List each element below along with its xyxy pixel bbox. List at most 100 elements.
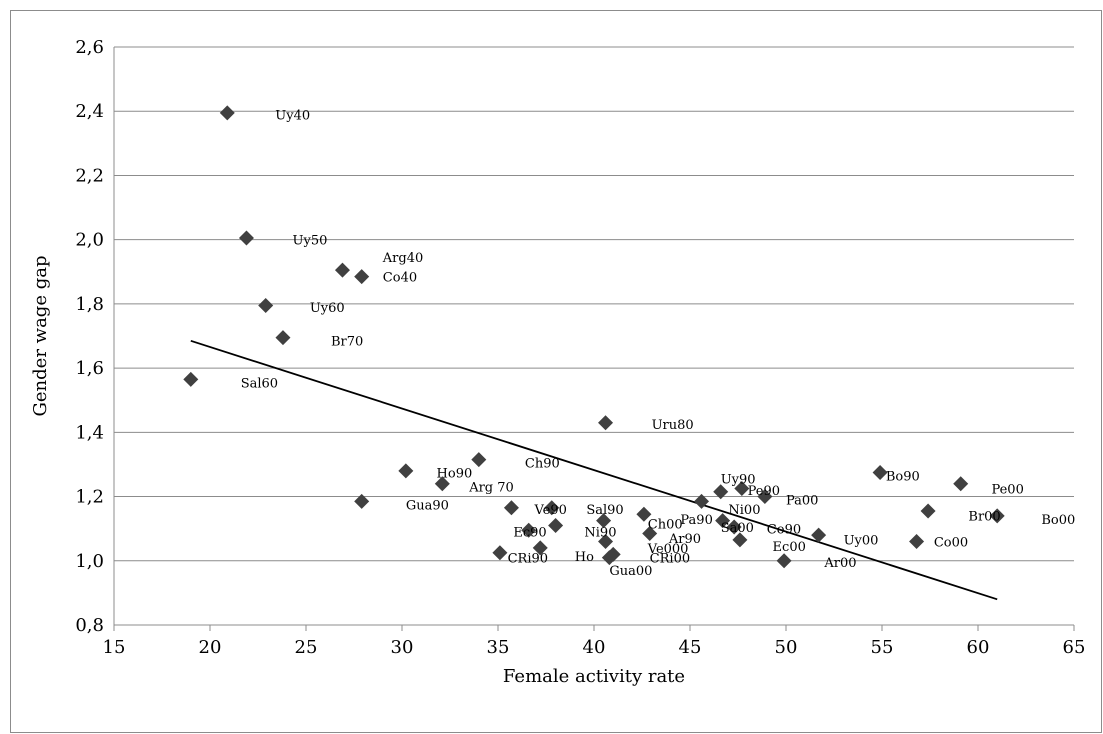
point-label: Ho — [575, 550, 594, 565]
point-label: Ni00 — [728, 503, 760, 518]
point-label: Ar00 — [823, 556, 856, 571]
data-point — [734, 481, 750, 497]
point-label: Pe00 — [991, 482, 1023, 497]
data-points — [183, 105, 1005, 569]
grid-lines — [113, 46, 1074, 626]
point-label: Ho90 — [437, 466, 473, 481]
x-tick-label: 65 — [1063, 637, 1086, 658]
data-point — [694, 493, 710, 509]
point-label: Arg 70 — [468, 481, 514, 496]
data-point — [532, 540, 548, 556]
y-tick-label: 0,8 — [75, 615, 104, 636]
point-label: Sal90 — [586, 503, 623, 518]
trendline-group — [190, 339, 998, 601]
point-label: Sal60 — [241, 376, 278, 391]
data-point — [636, 506, 652, 522]
data-point — [354, 493, 370, 509]
x-axis-title: Female activity rate — [503, 666, 685, 687]
x-tick-label: 60 — [967, 637, 990, 658]
y-tick-label: 1,0 — [75, 551, 104, 572]
point-label: Uy60 — [310, 301, 345, 316]
point-label: Br00 — [968, 510, 1000, 525]
y-tick-label: 2,2 — [75, 165, 104, 186]
data-point — [503, 500, 519, 516]
data-point — [492, 545, 508, 561]
data-point — [275, 330, 291, 346]
point-label: Gua00 — [609, 564, 652, 579]
data-point — [183, 371, 199, 387]
data-point — [521, 522, 537, 538]
data-point — [920, 503, 936, 519]
data-point — [258, 297, 274, 313]
y-axis-title: Gender wage gap — [30, 256, 51, 417]
point-label: Arg40 — [382, 251, 423, 266]
data-point — [598, 415, 614, 431]
y-tick-label: 1,6 — [75, 358, 104, 379]
point-label: Ec00 — [773, 540, 806, 555]
data-point — [757, 489, 773, 505]
data-point — [642, 525, 658, 541]
data-point — [219, 105, 235, 121]
x-tick-label: 40 — [583, 637, 606, 658]
point-label: Co00 — [934, 535, 968, 550]
x-tick-label: 20 — [199, 637, 222, 658]
y-tick-label: 2,6 — [75, 37, 104, 58]
x-tick-label: 50 — [775, 637, 798, 658]
point-label: Uy40 — [275, 108, 310, 123]
point-label: Ni90 — [584, 526, 616, 541]
point-label: CRi90 — [508, 551, 548, 566]
data-point — [596, 513, 612, 529]
point-label: Pe90 — [748, 484, 780, 499]
data-point — [544, 500, 560, 516]
point-label: Gua90 — [406, 498, 449, 513]
point-labels: Uy40 Uy50 Arg40 Co40 Uy60 Br70 Sal60 Uru80 Ch90 H… — [241, 108, 1076, 579]
point-label: Uy50 — [293, 233, 328, 248]
data-point — [605, 546, 621, 562]
point-label: Co40 — [383, 270, 417, 285]
point-label: Br70 — [331, 335, 363, 350]
y-tick-label: 1,2 — [75, 487, 104, 508]
point-label: Co90 — [767, 522, 801, 537]
data-point — [811, 527, 827, 543]
data-point — [732, 532, 748, 548]
x-tick-label: 35 — [487, 637, 510, 658]
data-point — [715, 513, 731, 529]
point-label: Pa00 — [786, 494, 818, 509]
data-point — [776, 553, 792, 569]
data-point — [434, 476, 450, 492]
data-point — [471, 452, 487, 468]
data-point — [354, 269, 370, 285]
data-point — [334, 262, 350, 278]
y-tick-label: 2,4 — [75, 101, 104, 122]
data-point — [726, 519, 742, 535]
y-tick-label: 2,0 — [75, 230, 104, 251]
data-point — [909, 534, 925, 550]
point-label: Ar90 — [668, 532, 701, 547]
point-label: Ve90 — [533, 503, 566, 518]
x-tick-label: 30 — [391, 637, 414, 658]
axis-ticks: 0,8 1,0 1,2 1,4 1,6 1,8 2,0 2,2 2,4 2,6 15 20 25 30 35… — [75, 37, 1085, 658]
data-point — [548, 517, 564, 533]
point-label: Ve000 — [647, 542, 689, 557]
scatter-chart: 0,8 1,0 1,2 1,4 1,6 1,8 2,0 2,2 2,4 2,6 15 20 25 30 35… — [30, 37, 1085, 687]
data-point — [713, 484, 729, 500]
point-label: Uy00 — [844, 534, 879, 549]
x-tick-label: 15 — [103, 637, 126, 658]
point-label: Ch90 — [525, 457, 560, 472]
data-point — [598, 534, 614, 550]
x-tick-label: 55 — [871, 637, 894, 658]
data-point — [238, 230, 254, 246]
data-point — [872, 464, 888, 480]
point-label: Ch00 — [648, 518, 683, 533]
point-label: Bo00 — [1041, 513, 1075, 528]
y-tick-label: 1,4 — [75, 422, 104, 443]
point-label: CRi00 — [650, 551, 690, 566]
x-tick-label: 45 — [679, 637, 702, 658]
point-label: Uy90 — [721, 473, 756, 488]
data-point — [953, 476, 969, 492]
trendline — [190, 339, 998, 601]
data-point — [398, 463, 414, 479]
point-label: Uru80 — [652, 418, 694, 433]
y-tick-label: 1,8 — [75, 294, 104, 315]
point-label: Sa00 — [721, 521, 754, 536]
